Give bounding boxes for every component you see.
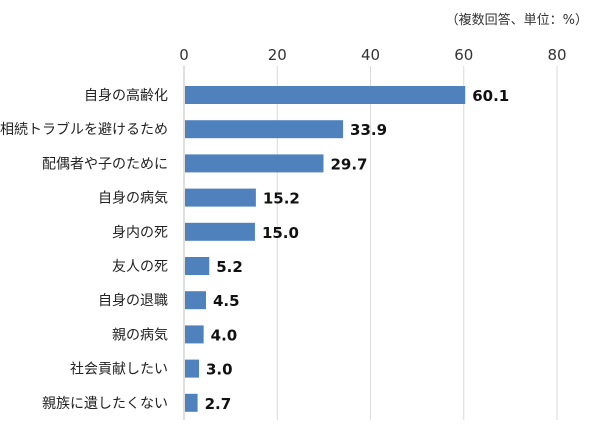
value-label: 5.2 bbox=[216, 258, 243, 276]
value-label: 60.1 bbox=[472, 87, 509, 105]
value-labels: 60.1 33.9 29.7 15.2 15.0 5.2 4.5 4.0 3.0 2.7 bbox=[205, 87, 510, 413]
x-axis-ticks: 0 20 40 60 80 bbox=[179, 46, 566, 64]
value-label: 4.5 bbox=[213, 292, 240, 310]
unit-note: （複数回答、単位：%） bbox=[446, 12, 588, 28]
category-label: 相続トラブルを避けるため bbox=[0, 121, 168, 138]
value-label: 29.7 bbox=[330, 155, 367, 173]
category-label: 自身の高齢化 bbox=[84, 87, 168, 104]
category-label: 自身の病気 bbox=[98, 191, 168, 207]
category-label: 配偶者や子のために bbox=[42, 156, 168, 172]
bars bbox=[185, 86, 466, 412]
category-labels: 自身の高齢化相続トラブルを避けるため配偶者や子のために自身の病気身内の死友人の死… bbox=[0, 87, 168, 412]
bar bbox=[185, 154, 324, 173]
x-tick-label: 60 bbox=[454, 46, 473, 64]
value-label: 15.2 bbox=[263, 190, 300, 208]
bar bbox=[185, 325, 204, 344]
value-label: 3.0 bbox=[206, 361, 233, 379]
x-tick-label: 80 bbox=[547, 46, 566, 64]
bar bbox=[185, 393, 198, 412]
value-label: 4.0 bbox=[211, 326, 238, 344]
category-label: 身内の死 bbox=[112, 225, 168, 241]
x-tick-label: 0 bbox=[179, 46, 189, 64]
value-label: 15.0 bbox=[262, 224, 299, 242]
bar bbox=[185, 359, 199, 378]
bar bbox=[185, 222, 255, 241]
bar bbox=[185, 188, 256, 207]
bar bbox=[185, 257, 210, 275]
bar bbox=[185, 120, 344, 139]
x-tick-label: 40 bbox=[361, 46, 380, 64]
gridlines bbox=[183, 66, 558, 420]
value-label: 2.7 bbox=[205, 395, 232, 413]
bar bbox=[185, 291, 206, 310]
x-tick-label: 20 bbox=[268, 46, 287, 64]
category-label: 親の病気 bbox=[112, 327, 168, 343]
category-label: 自身の退職 bbox=[98, 293, 168, 309]
value-label: 33.9 bbox=[350, 121, 387, 139]
category-label: 親族に遺したくない bbox=[42, 396, 168, 412]
category-label: 友人の死 bbox=[112, 259, 168, 275]
category-label: 社会貢献したい bbox=[70, 362, 168, 378]
bar bbox=[185, 86, 466, 104]
